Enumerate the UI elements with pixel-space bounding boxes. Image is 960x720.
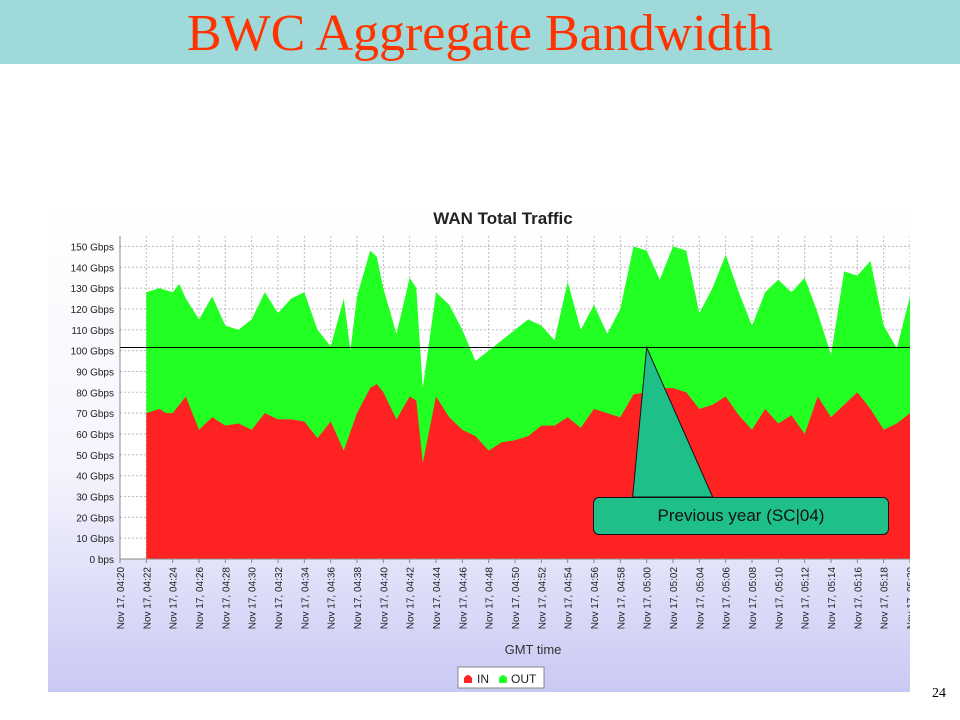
x-axis-label: GMT time xyxy=(505,642,562,657)
y-tick-label: 140 Gbps xyxy=(71,263,114,274)
x-tick-label: Nov 17, 04:58 xyxy=(616,567,627,630)
y-tick-label: 60 Gbps xyxy=(76,430,114,441)
x-tick-label: Nov 17, 05:00 xyxy=(643,567,654,630)
y-tick-label: 50 Gbps xyxy=(76,451,114,462)
x-tick-label: Nov 17, 04:40 xyxy=(379,567,390,630)
x-tick-label: Nov 17, 05:20 xyxy=(906,567,910,630)
y-tick-label: 150 Gbps xyxy=(71,242,114,253)
y-tick-label: 120 Gbps xyxy=(71,305,114,316)
x-tick-label: Nov 17, 05:08 xyxy=(748,567,759,630)
legend: IN OUT xyxy=(457,666,545,689)
x-tick-label: Nov 17, 04:52 xyxy=(537,567,548,630)
legend-out-icon xyxy=(499,675,507,683)
x-tick-label: Nov 17, 05:12 xyxy=(801,567,812,630)
axes xyxy=(119,236,910,563)
x-tick-label: Nov 17, 05:14 xyxy=(827,567,838,630)
x-tick-label: Nov 17, 04:46 xyxy=(458,567,469,630)
x-tick-label: Nov 17, 04:24 xyxy=(169,567,180,630)
x-tick-label: Nov 17, 04:30 xyxy=(248,567,259,630)
x-tick-label: Nov 17, 04:20 xyxy=(116,567,127,630)
y-tick-label: 20 Gbps xyxy=(76,513,114,524)
y-tick-labels: 0 bps 10 Gbps 20 Gbps 30 Gbps 40 Gbps 50 Gbps… xyxy=(71,242,114,566)
y-tick-label: 80 Gbps xyxy=(76,388,114,399)
y-tick-label: 10 Gbps xyxy=(76,534,114,545)
y-tick-label: 0 bps xyxy=(90,555,114,566)
x-tick-label: Nov 17, 04:56 xyxy=(590,567,601,630)
slide-title: BWC Aggregate Bandwidth xyxy=(186,5,774,62)
y-tick-label: 130 Gbps xyxy=(71,284,114,295)
annotation-callout: Previous year (SC|04) xyxy=(593,497,889,535)
x-tick-label: Nov 17, 04:48 xyxy=(485,567,496,630)
y-tick-label: 110 Gbps xyxy=(71,326,114,337)
chart-panel: WAN Total Traffic 0 bps 10 Gbps 20 Gbps 30 … xyxy=(48,206,910,692)
x-tick-label: Nov 17, 04:42 xyxy=(406,567,417,630)
x-tick-label: Nov 17, 05:10 xyxy=(774,567,785,630)
y-tick-label: 100 Gbps xyxy=(71,347,114,358)
x-tick-label: Nov 17, 05:16 xyxy=(853,567,864,630)
x-tick-label: Nov 17, 04:34 xyxy=(300,567,311,630)
x-tick-label: Nov 17, 05:06 xyxy=(722,567,733,630)
y-tick-label: 90 Gbps xyxy=(76,367,114,378)
y-tick-label: 70 Gbps xyxy=(76,409,114,420)
y-tick-label: 30 Gbps xyxy=(76,492,114,503)
legend-in-icon xyxy=(464,675,472,683)
y-tick-label: 40 Gbps xyxy=(76,472,114,483)
legend-in-label: IN xyxy=(477,672,489,686)
x-tick-label: Nov 17, 05:18 xyxy=(880,567,891,630)
x-tick-label: Nov 17, 04:26 xyxy=(195,567,206,630)
x-tick-label: Nov 17, 04:54 xyxy=(564,567,575,630)
x-tick-label: Nov 17, 05:02 xyxy=(669,567,680,630)
x-tick-labels: Nov 17, 04:20 Nov 17, 04:22 Nov 17, 04:24 N… xyxy=(116,567,910,630)
slide-number: 24 xyxy=(932,686,946,701)
x-tick-label: Nov 17, 04:32 xyxy=(274,567,285,630)
chart-title: WAN Total Traffic xyxy=(433,209,572,228)
x-tick-label: Nov 17, 04:22 xyxy=(142,567,153,630)
legend-out-label: OUT xyxy=(511,672,537,686)
title-band xyxy=(0,0,960,64)
x-tick-label: Nov 17, 05:04 xyxy=(695,567,706,630)
x-tick-label: Nov 17, 04:38 xyxy=(353,567,364,630)
x-tick-label: Nov 17, 04:44 xyxy=(432,567,443,630)
x-tick-label: Nov 17, 04:36 xyxy=(327,567,338,630)
traffic-chart: WAN Total Traffic 0 bps 10 Gbps 20 Gbps 30 … xyxy=(71,209,910,689)
x-tick-label: Nov 17, 04:50 xyxy=(511,567,522,630)
x-tick-label: Nov 17, 04:28 xyxy=(221,567,232,630)
